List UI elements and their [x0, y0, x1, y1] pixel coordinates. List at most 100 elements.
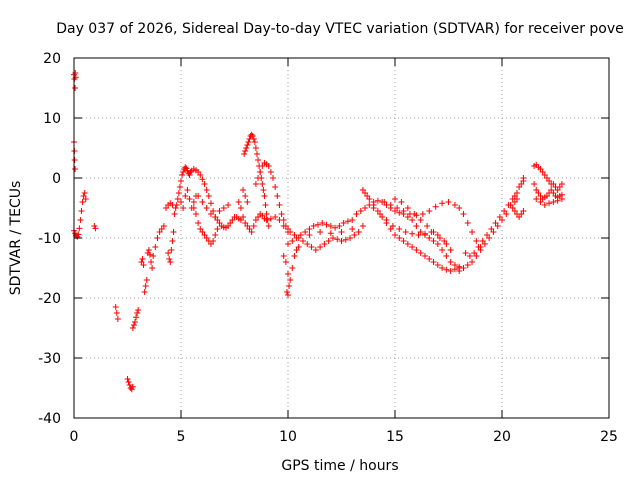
data-point	[203, 205, 210, 211]
data-point	[272, 214, 279, 220]
data-point	[262, 202, 269, 208]
data-point	[126, 382, 133, 388]
data-point	[276, 202, 283, 208]
data-point	[317, 229, 324, 235]
data-point	[241, 151, 248, 157]
data-point	[240, 187, 247, 193]
data-points	[71, 70, 565, 393]
data-point	[170, 229, 177, 235]
data-point	[295, 235, 302, 241]
data-point	[426, 256, 433, 262]
data-point	[82, 196, 89, 202]
data-point	[139, 256, 146, 262]
data-point	[190, 199, 197, 205]
data-point	[160, 223, 167, 229]
data-point	[255, 175, 262, 181]
data-point	[291, 253, 298, 259]
data-point	[179, 172, 186, 178]
data-point	[134, 310, 141, 316]
data-point	[558, 181, 565, 187]
data-point	[195, 220, 202, 226]
data-point	[400, 208, 407, 214]
data-point	[299, 238, 306, 244]
data-point	[154, 235, 161, 241]
data-point	[278, 211, 285, 217]
data-point	[148, 259, 155, 265]
data-point	[469, 259, 476, 265]
data-point	[355, 229, 362, 235]
data-point	[250, 136, 257, 142]
data-point	[145, 247, 152, 253]
data-point	[199, 176, 206, 183]
data-point	[235, 199, 242, 205]
data-point	[415, 232, 422, 238]
y-tick-label: -30	[38, 351, 61, 367]
data-point	[389, 223, 396, 229]
data-point	[265, 223, 272, 229]
data-point	[249, 133, 256, 139]
data-point	[430, 259, 437, 265]
data-point	[392, 232, 398, 238]
data-point	[259, 181, 266, 187]
data-point	[460, 265, 467, 271]
data-point	[250, 223, 257, 229]
data-point	[381, 199, 388, 205]
data-point	[396, 209, 403, 216]
data-point	[531, 181, 538, 187]
data-point	[146, 251, 153, 258]
data-point	[362, 205, 369, 211]
data-point	[190, 205, 197, 211]
data-point	[398, 199, 405, 205]
data-point	[237, 205, 244, 211]
data-point	[248, 229, 255, 235]
data-point	[327, 223, 334, 229]
data-point	[396, 235, 403, 241]
data-point	[469, 229, 476, 235]
data-point	[133, 314, 140, 321]
data-point	[289, 265, 296, 271]
data-point	[286, 283, 293, 289]
data-point	[533, 196, 540, 202]
data-point	[501, 208, 508, 214]
data-point	[338, 238, 345, 244]
data-point	[332, 224, 339, 231]
data-point	[443, 266, 450, 273]
data-point	[323, 221, 330, 228]
data-point	[377, 211, 384, 217]
data-point	[261, 193, 268, 199]
data-point	[182, 164, 189, 171]
data-point	[242, 193, 249, 199]
data-point	[285, 292, 291, 298]
data-point	[430, 238, 437, 244]
data-point	[439, 200, 446, 207]
data-point	[464, 262, 471, 268]
data-point	[274, 193, 281, 199]
data-point	[248, 131, 255, 138]
y-tick-label: -20	[38, 291, 61, 307]
data-point	[451, 202, 458, 208]
data-point	[180, 169, 187, 175]
data-point	[255, 157, 262, 163]
data-point	[129, 383, 136, 390]
data-point	[244, 199, 251, 205]
data-point	[169, 238, 176, 244]
data-point	[338, 229, 345, 235]
data-point	[267, 215, 274, 222]
data-point	[541, 202, 548, 208]
data-point	[251, 139, 258, 145]
data-point	[520, 208, 527, 214]
data-point	[220, 205, 227, 211]
data-point	[152, 244, 159, 250]
y-tick-label: -40	[38, 411, 61, 427]
data-point	[280, 253, 287, 259]
data-point	[201, 181, 208, 187]
data-point	[546, 200, 553, 207]
data-point	[550, 199, 557, 205]
data-point	[207, 200, 214, 207]
data-point	[496, 214, 503, 220]
data-point	[186, 172, 193, 178]
data-point	[417, 250, 424, 256]
data-point	[434, 241, 441, 247]
data-point	[336, 223, 343, 229]
data-point	[113, 310, 120, 316]
